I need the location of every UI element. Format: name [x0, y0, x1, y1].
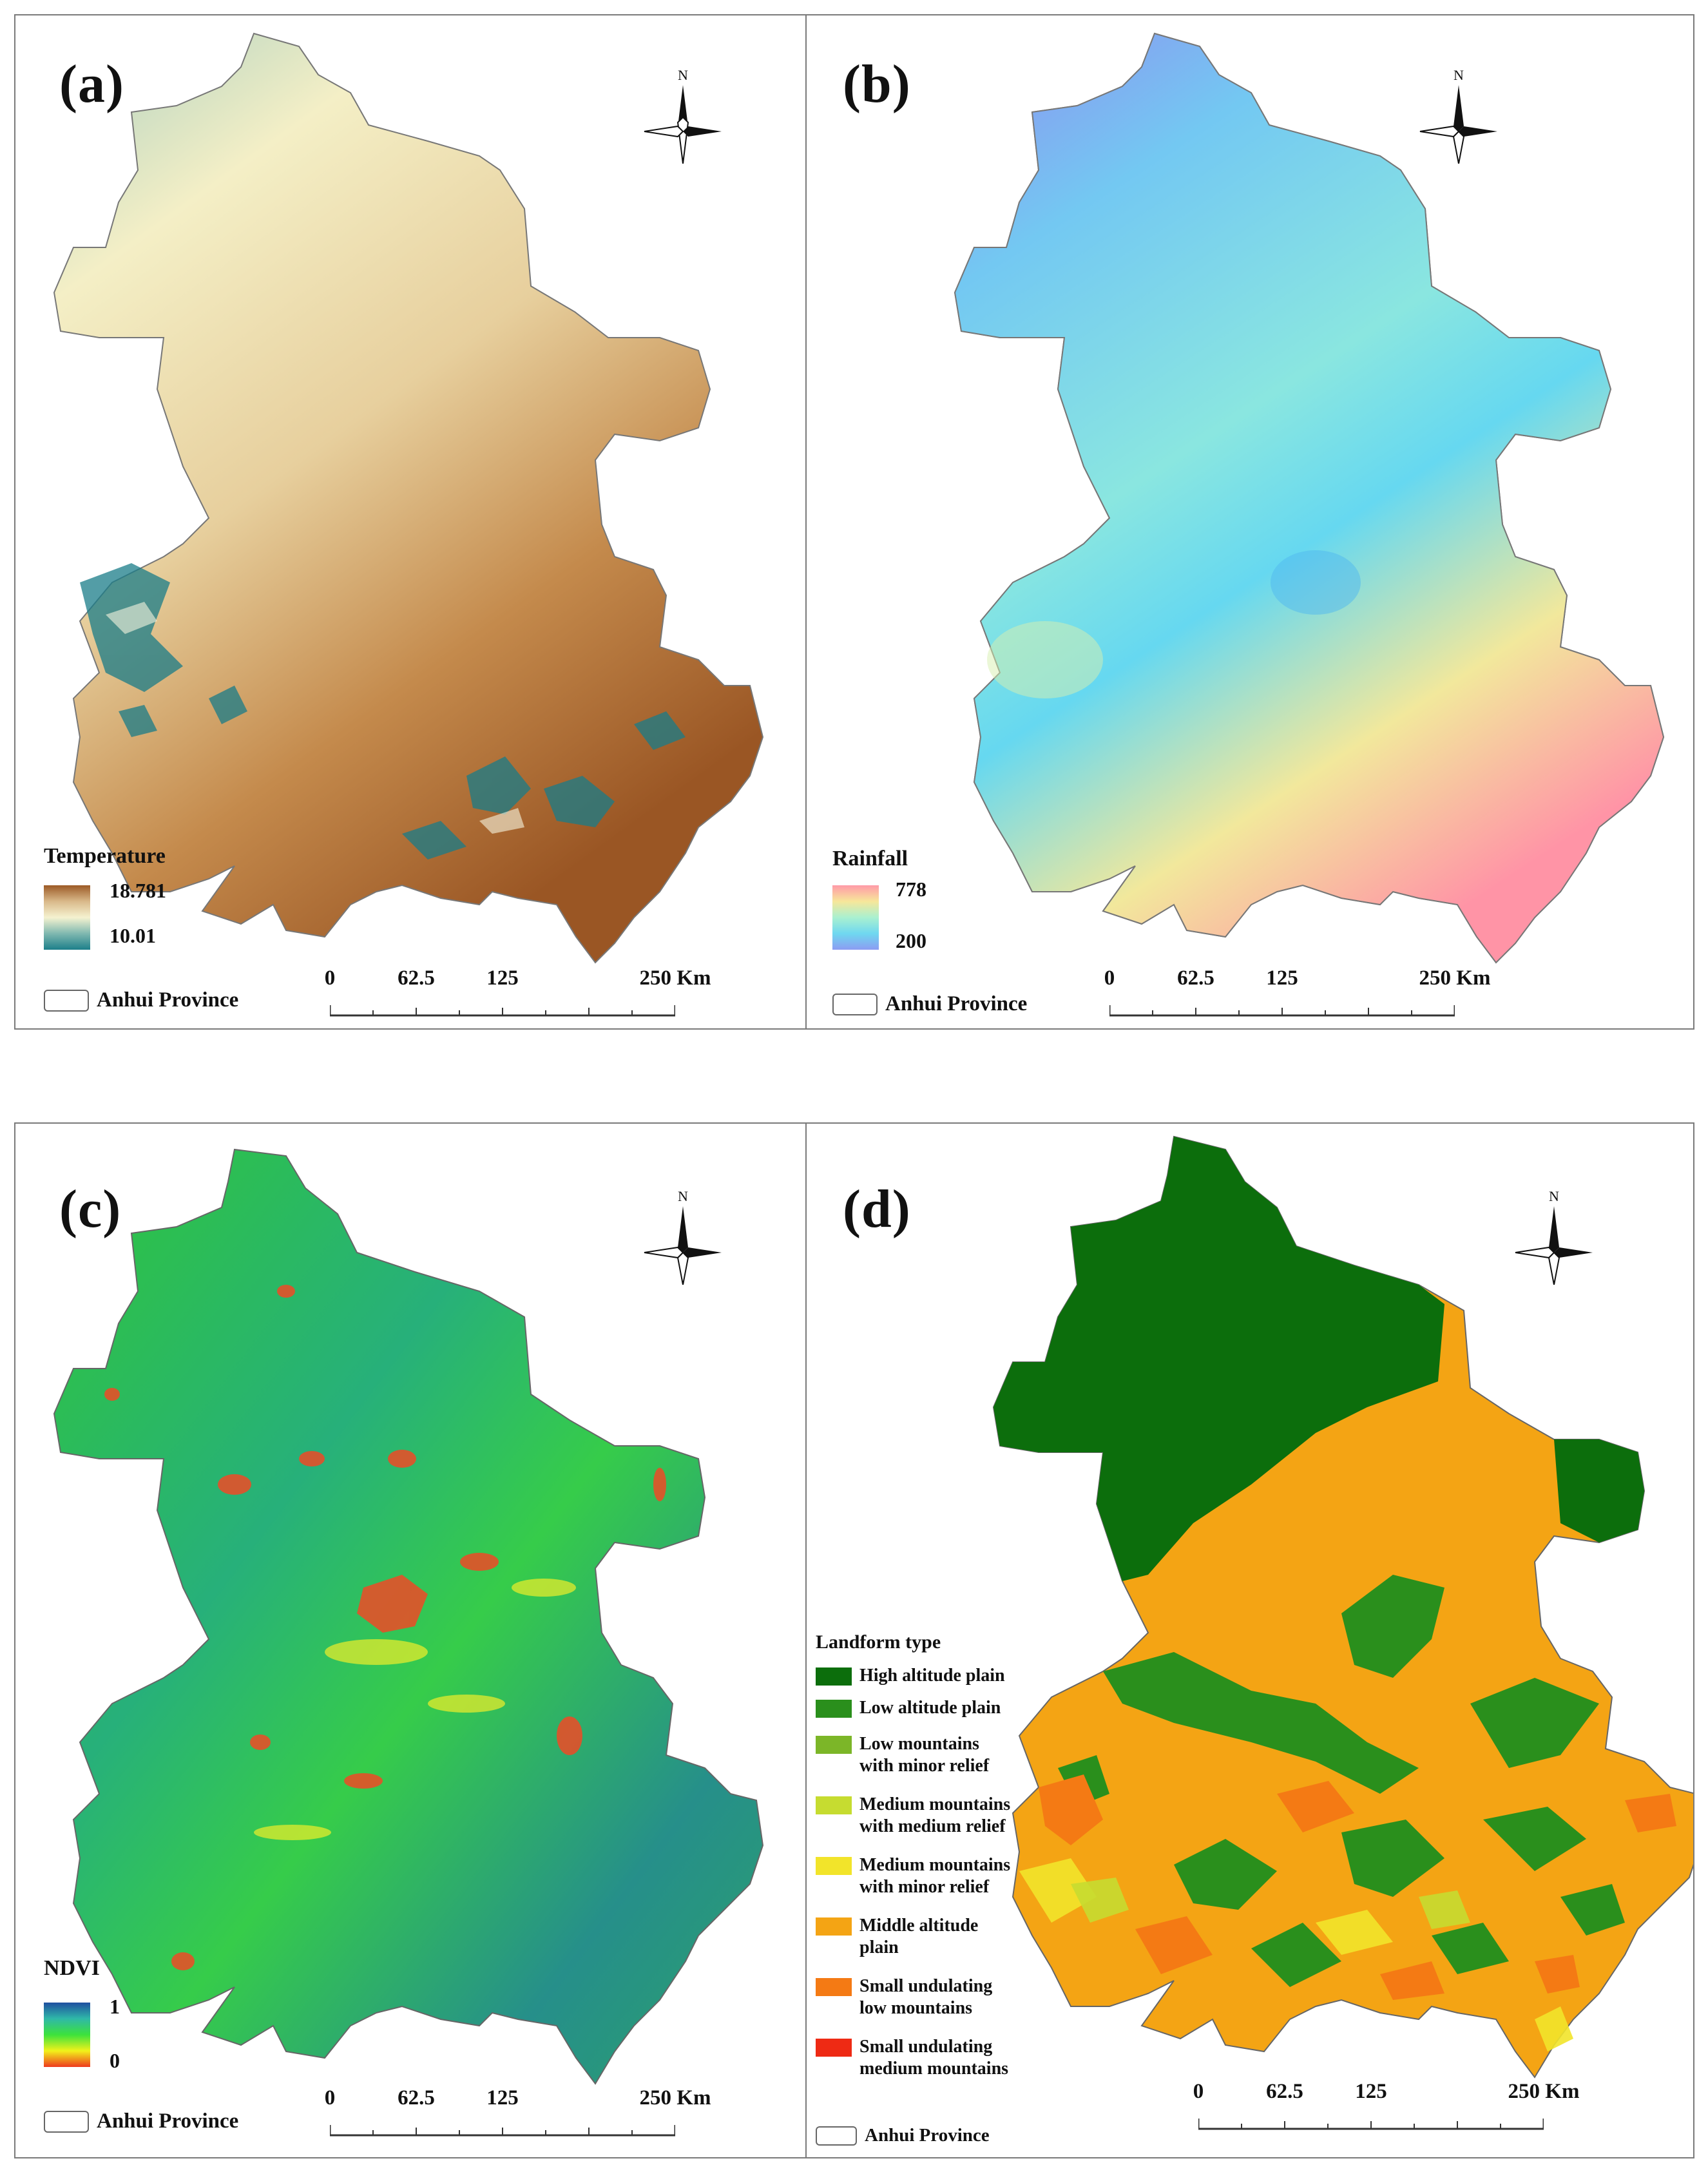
scale-tick-label: 125 — [486, 966, 519, 990]
legend-max-value: 778 — [896, 878, 926, 901]
landform-map — [992, 1135, 1693, 2079]
panel-label: (c) — [59, 1179, 122, 1239]
landform-swatch — [816, 1736, 852, 1754]
scale-tick-label: 0 — [1104, 966, 1115, 990]
landform-swatch — [816, 1700, 852, 1718]
landform-label: Middle altitude plain — [859, 1916, 979, 1957]
province-label: Anhui Province — [97, 988, 239, 1012]
legend-min-value: 200 — [896, 929, 926, 952]
scale-tick-label: 250 Km — [639, 2086, 711, 2110]
ndvi-map — [53, 1148, 764, 2085]
province-legend: Anhui Province — [44, 988, 238, 1012]
landform-swatch — [816, 1667, 852, 1686]
scale-tick-label: 125 — [1266, 966, 1298, 990]
panel-label: (b) — [843, 54, 911, 114]
province-label: Anhui Province — [865, 2125, 990, 2146]
panel-a-temperature: (a) N Temperature 18.781 10.01 Anhui Pro… — [14, 14, 807, 1030]
temperature-map — [53, 32, 764, 964]
legend-title: NDVI — [44, 1956, 100, 1980]
scale-tick-label: 250 Km — [639, 966, 711, 990]
north-arrow-icon: N — [1509, 1188, 1599, 1285]
landform-label: Low mountains with minor relief — [859, 1734, 990, 1776]
scale-bar-line — [1198, 2119, 1544, 2130]
panel-c-ndvi: (c) N NDVI 1 0 Anhui Province 0 62.5 125… — [14, 1122, 807, 2158]
landform-legend-item: Low altitude plain — [816, 1697, 1001, 1719]
rainfall-color-ramp — [832, 885, 879, 950]
landform-legend-item: Middle altitude plain — [816, 1915, 978, 1959]
landform-legend-item: High altitude plain — [816, 1665, 1005, 1687]
scale-bar: 0 62.5 125 250 Km — [325, 2086, 711, 2138]
ndvi-color-ramp — [44, 2003, 90, 2067]
landform-legend-item: Medium mountains with medium relief — [816, 1794, 1010, 1838]
scale-tick-label: 62.5 — [398, 2086, 435, 2110]
landform-swatch — [816, 1978, 852, 1996]
scale-bar: 0 62.5 125 250 Km — [1104, 966, 1490, 1018]
landform-swatch — [816, 2039, 852, 2057]
scale-bar: 0 62.5 125 250 Km — [325, 966, 711, 1018]
province-swatch — [44, 989, 89, 1012]
panel-b-rainfall: (b) N Rainfall 778 200 Anhui Province 0 … — [805, 14, 1694, 1030]
scale-tick-label: 250 Km — [1508, 2080, 1580, 2103]
scale-tick-label: 62.5 — [1177, 966, 1214, 990]
legend-min-value: 0 — [110, 2049, 120, 2072]
landform-swatch — [816, 1917, 852, 1936]
landform-label: Low altitude plain — [859, 1698, 1001, 1718]
legend-title: Landform type — [816, 1631, 941, 1653]
temperature-color-ramp — [44, 885, 90, 950]
legend-min-value: 10.01 — [110, 924, 156, 947]
rainfall-map — [954, 32, 1665, 964]
scale-tick-label: 250 Km — [1419, 966, 1491, 990]
landform-label: Small undulating medium mountains — [859, 2037, 1009, 2079]
landform-label: Small undulating low mountains — [859, 1976, 993, 2018]
panel-d-landform: (d) N Landform type High altitude plain L… — [805, 1122, 1694, 2158]
north-label: N — [1549, 1188, 1559, 1204]
legend-max-value: 18.781 — [110, 879, 166, 902]
north-label: N — [1454, 67, 1464, 83]
legend-title: Rainfall — [832, 847, 908, 870]
legend-max-value: 1 — [110, 1995, 120, 2018]
scale-tick-label: 125 — [1355, 2080, 1387, 2103]
landform-legend-item: Medium mountains with minor relief — [816, 1854, 1010, 1898]
scale-bar: 0 62.5 125 250 Km — [1193, 2080, 1579, 2131]
scale-bar-line — [330, 2125, 675, 2137]
scale-tick-label: 0 — [324, 966, 336, 990]
scale-bar-line — [1109, 1005, 1455, 1017]
scale-tick-label: 62.5 — [1266, 2080, 1303, 2103]
landform-label: Medium mountains with minor relief — [859, 1855, 1011, 1897]
panel-label: (d) — [843, 1179, 911, 1239]
landform-legend-item: Small undulating medium mountains — [816, 2036, 1008, 2080]
province-legend: Anhui Province — [816, 2125, 990, 2146]
landform-swatch — [816, 1857, 852, 1875]
panel-label: (a) — [59, 54, 124, 114]
province-swatch — [44, 2110, 89, 2133]
province-legend: Anhui Province — [44, 2110, 238, 2133]
landform-label: High altitude plain — [859, 1666, 1005, 1686]
landform-legend-item: Small undulating low mountains — [816, 1975, 992, 2019]
north-arrow-icon: N — [1414, 67, 1504, 164]
scale-tick-label: 62.5 — [398, 966, 435, 990]
landform-swatch — [816, 1796, 852, 1814]
scale-tick-label: 125 — [486, 2086, 519, 2110]
landform-legend-item: Low mountains with minor relief — [816, 1733, 989, 1777]
province-label: Anhui Province — [885, 992, 1028, 1015]
province-swatch — [832, 993, 878, 1015]
scale-tick-label: 0 — [324, 2086, 336, 2110]
north-arrow-icon: N — [638, 1188, 728, 1285]
legend-title: Temperature — [44, 844, 166, 868]
scale-tick-label: 0 — [1193, 2080, 1204, 2103]
province-label: Anhui Province — [97, 2110, 239, 2133]
province-swatch — [816, 2126, 857, 2146]
province-legend: Anhui Province — [832, 992, 1027, 1016]
landform-label: Medium mountains with medium relief — [859, 1794, 1011, 1836]
north-label: N — [678, 67, 688, 83]
north-arrow-icon: N — [638, 67, 728, 164]
scale-bar-line — [330, 1005, 675, 1017]
north-label: N — [678, 1188, 688, 1204]
